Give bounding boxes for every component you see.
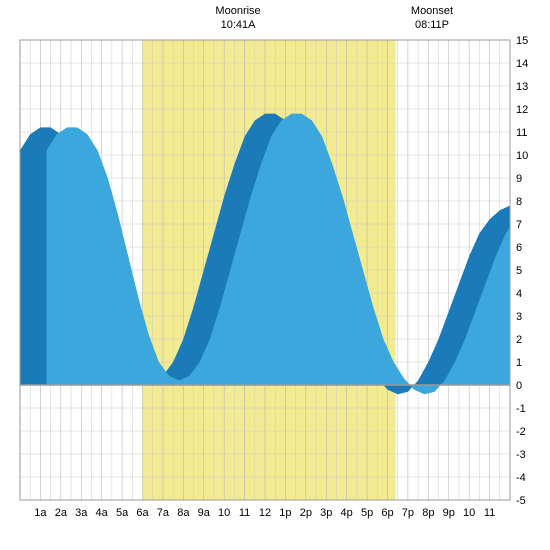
x-tick-label: 8p xyxy=(422,507,434,519)
y-tick-label: -2 xyxy=(516,426,526,438)
y-tick-label: 3 xyxy=(516,311,522,323)
moonrise-time: 10:41A xyxy=(221,19,257,31)
x-tick-label: 5p xyxy=(361,507,373,519)
moonset-time: 08:11P xyxy=(415,19,449,31)
chart-svg: -5-4-3-2-101234567891011121314151a2a3a4a… xyxy=(0,0,550,550)
y-tick-label: 15 xyxy=(516,35,528,47)
x-tick-label: 1p xyxy=(279,507,291,519)
moonset-label: Moonset xyxy=(411,5,453,17)
x-tick-label: 8a xyxy=(177,507,190,519)
y-tick-label: 0 xyxy=(516,380,522,392)
moonrise-label: Moonrise xyxy=(215,5,260,17)
y-tick-label: 2 xyxy=(516,334,522,346)
x-tick-label: 11 xyxy=(239,507,250,519)
x-tick-label: 7p xyxy=(402,507,414,519)
x-tick-label: 4a xyxy=(96,507,109,519)
x-tick-label: 6p xyxy=(381,507,393,519)
y-tick-label: -3 xyxy=(516,449,526,461)
y-tick-label: 12 xyxy=(516,104,528,116)
y-tick-label: 7 xyxy=(516,219,522,231)
y-tick-label: -4 xyxy=(516,472,526,484)
x-tick-label: 3a xyxy=(75,507,88,519)
x-tick-label: 9p xyxy=(443,507,455,519)
x-tick-label: 3p xyxy=(320,507,332,519)
x-tick-label: 4p xyxy=(341,507,353,519)
y-tick-label: -5 xyxy=(516,495,526,507)
x-tick-label: 7a xyxy=(157,507,170,519)
x-tick-label: 11 xyxy=(484,507,495,519)
y-tick-label: -1 xyxy=(516,403,526,415)
y-tick-label: 10 xyxy=(516,150,528,162)
y-tick-label: 13 xyxy=(516,81,528,93)
x-tick-label: 9a xyxy=(198,507,211,519)
x-tick-label: 12 xyxy=(259,507,271,519)
x-tick-label: 5a xyxy=(116,507,129,519)
x-tick-label: 1a xyxy=(34,507,47,519)
x-tick-label: 2p xyxy=(300,507,312,519)
y-tick-label: 11 xyxy=(516,127,527,139)
y-tick-label: 6 xyxy=(516,242,522,254)
y-tick-label: 14 xyxy=(516,58,528,70)
tide-chart: -5-4-3-2-101234567891011121314151a2a3a4a… xyxy=(0,0,550,550)
x-tick-label: 2a xyxy=(55,507,68,519)
y-tick-label: 5 xyxy=(516,265,522,277)
x-tick-label: 10 xyxy=(218,507,230,519)
x-tick-label: 6a xyxy=(136,507,149,519)
y-tick-label: 9 xyxy=(516,173,522,185)
x-tick-label: 10 xyxy=(463,507,475,519)
y-tick-label: 1 xyxy=(516,357,522,369)
y-tick-label: 4 xyxy=(516,288,522,300)
y-tick-label: 8 xyxy=(516,196,522,208)
